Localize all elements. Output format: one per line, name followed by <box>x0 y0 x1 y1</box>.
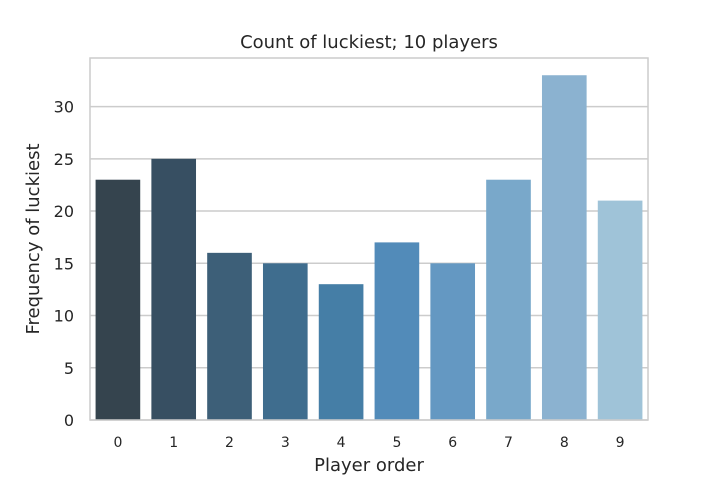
y-tick-label: 30 <box>54 98 74 117</box>
plot-frame <box>89 57 649 421</box>
y-tick-label: 5 <box>64 359 74 378</box>
y-tick-label: 20 <box>54 202 74 221</box>
bar-player-1 <box>151 158 197 420</box>
y-axis-label: Frequency of luckiest <box>23 143 44 334</box>
bar-player-6 <box>430 263 476 420</box>
y-tick-label: 10 <box>54 307 74 326</box>
x-tick-label: 7 <box>504 435 513 451</box>
y-tick-label: 15 <box>54 254 74 273</box>
x-tick-labels: 0 1 2 3 4 5 6 7 8 9 <box>113 435 624 451</box>
y-tick-label: 0 <box>64 411 74 430</box>
bar-player-9 <box>597 200 643 420</box>
x-tick-label: 2 <box>225 435 234 451</box>
x-tick-label: 0 <box>113 435 122 451</box>
bar-player-3 <box>262 263 308 420</box>
x-tick-label: 3 <box>281 435 290 451</box>
bar-player-2 <box>207 252 252 420</box>
bar-player-5 <box>374 242 420 420</box>
x-tick-label: 5 <box>392 435 401 451</box>
y-tick-labels: 0 5 10 15 20 25 30 <box>54 98 74 430</box>
bar-player-0 <box>95 179 141 420</box>
y-tick-label: 25 <box>54 150 74 169</box>
x-tick-label: 4 <box>337 435 346 451</box>
x-tick-label: 6 <box>448 435 457 451</box>
bar-player-7 <box>486 179 531 420</box>
x-tick-label: 8 <box>560 435 569 451</box>
bars <box>95 75 643 420</box>
bar-player-8 <box>541 75 587 420</box>
x-tick-label: 9 <box>616 435 625 451</box>
x-tick-label: 1 <box>169 435 178 451</box>
x-axis-label: Player order <box>314 455 424 476</box>
chart-title: Count of luckiest; 10 players <box>240 32 498 53</box>
bar-player-4 <box>318 284 364 420</box>
